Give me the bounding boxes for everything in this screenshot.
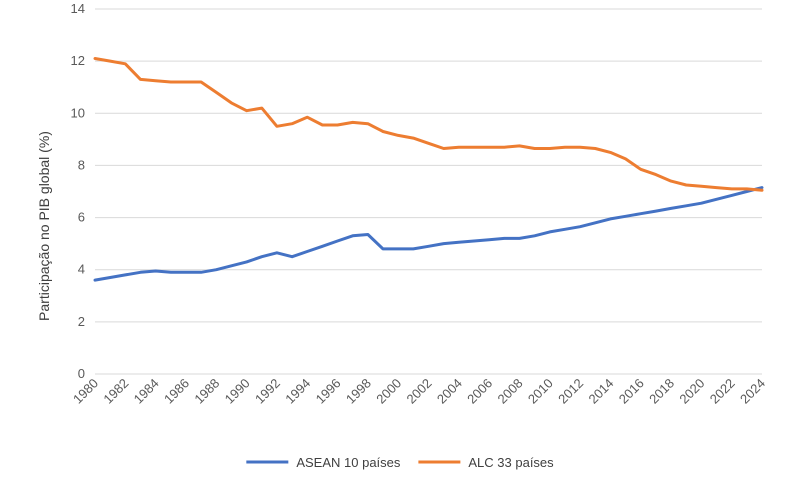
legend-item: ALC 33 países xyxy=(418,455,554,470)
y-tick-label: 14 xyxy=(71,1,85,16)
x-tick-label: 2000 xyxy=(373,376,404,407)
x-tick-label: 1990 xyxy=(222,376,253,407)
y-axis: 0 2 4 6 8 10 12 14 xyxy=(71,1,85,381)
x-tick-label: 1992 xyxy=(252,376,283,407)
x-tick-label: 1982 xyxy=(100,376,131,407)
x-tick-label: 1994 xyxy=(282,376,313,407)
x-tick-label: 2012 xyxy=(555,376,586,407)
y-tick-label: 8 xyxy=(78,157,85,172)
x-axis: 1980 1982 1984 1986 1988 1990 1992 1994 1996 1998… xyxy=(70,376,768,407)
legend: ASEAN 10 países ALC 33 países xyxy=(246,455,554,470)
x-tick-label: 2006 xyxy=(464,376,495,407)
gridlines xyxy=(95,8,762,375)
x-tick-label: 2004 xyxy=(434,376,465,407)
x-tick-label: 2002 xyxy=(404,376,435,407)
y-tick-label: 12 xyxy=(71,53,85,68)
x-tick-label: 1986 xyxy=(161,376,192,407)
x-tick-label: 2024 xyxy=(737,376,768,407)
x-tick-label: 2008 xyxy=(495,376,526,407)
y-tick-label: 2 xyxy=(78,314,85,329)
series-lines xyxy=(93,57,764,282)
series-line-alc xyxy=(93,57,764,192)
series-line-asean xyxy=(93,186,764,282)
legend-label: ASEAN 10 países xyxy=(296,455,401,470)
x-tick-label: 2014 xyxy=(585,376,616,407)
y-tick-label: 0 xyxy=(78,366,85,381)
x-tick-label: 1984 xyxy=(131,376,162,407)
x-tick-label: 1988 xyxy=(191,376,222,407)
x-tick-label: 2020 xyxy=(676,376,707,407)
x-tick-label: 2018 xyxy=(646,376,677,407)
y-tick-label: 4 xyxy=(78,262,85,277)
y-tick-label: 6 xyxy=(78,210,85,225)
x-tick-label: 1996 xyxy=(313,376,344,407)
y-axis-title: Participação no PIB global (%) xyxy=(36,131,52,321)
x-tick-label: 2022 xyxy=(707,376,738,407)
x-tick-label: 2016 xyxy=(616,376,647,407)
legend-item: ASEAN 10 países xyxy=(246,455,401,470)
y-tick-label: 10 xyxy=(71,105,85,120)
x-tick-label: 2010 xyxy=(525,376,556,407)
x-tick-label: 1998 xyxy=(343,376,374,407)
x-tick-label: 1980 xyxy=(70,376,101,407)
legend-label: ALC 33 países xyxy=(468,455,554,470)
